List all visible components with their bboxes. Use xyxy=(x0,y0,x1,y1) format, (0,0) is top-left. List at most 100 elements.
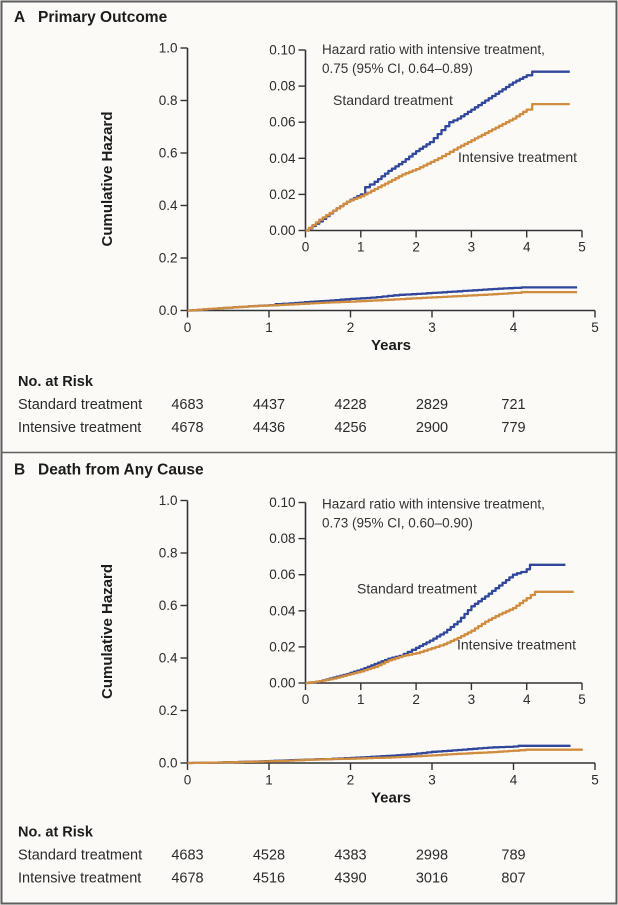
x-tick-label: 2 xyxy=(347,320,355,335)
y-tick-label: 0.06 xyxy=(269,115,295,130)
x-tick-label: 2 xyxy=(347,773,355,788)
risk-row-label: Standard treatment xyxy=(18,848,142,864)
y-tick-label: 0.00 xyxy=(269,676,295,691)
risk-value: 4390 xyxy=(334,871,366,887)
risk-table-header: No. at Risk xyxy=(18,374,94,390)
intensive-treatment-label: Intensive treatment xyxy=(458,149,577,165)
x-tick-label: 5 xyxy=(591,320,599,335)
x-tick-label: 2 xyxy=(412,240,420,255)
risk-table: No. at Risk Standard treatment 4683 4437… xyxy=(18,374,526,436)
x-tick-label: 0 xyxy=(184,320,192,335)
risk-value: 807 xyxy=(501,871,525,887)
x-axis-label: Years xyxy=(371,790,411,807)
risk-value: 721 xyxy=(501,397,525,413)
y-tick-label: 0.08 xyxy=(269,531,295,546)
y-tick-label: 0.02 xyxy=(269,639,295,654)
standard-treatment-label: Standard treatment xyxy=(333,92,453,108)
main-y-ticks: 1.0 0.8 0.6 0.4 0.2 0.0 xyxy=(159,493,188,771)
main-y-ticks: 1.0 0.8 0.6 0.4 0.2 0.0 xyxy=(159,41,188,318)
risk-row-label: Standard treatment xyxy=(18,397,142,413)
risk-value: 4228 xyxy=(334,397,366,413)
x-tick-label: 0 xyxy=(302,692,310,707)
y-tick-label: 0.08 xyxy=(269,79,295,94)
risk-value: 4683 xyxy=(171,848,203,864)
x-tick-label: 1 xyxy=(357,692,365,707)
y-tick-label: 0.04 xyxy=(269,603,296,618)
inset-curve-intensive-treatment xyxy=(305,102,570,232)
main-curve-intensive-treatment xyxy=(187,290,578,312)
risk-value: 4256 xyxy=(334,420,366,436)
y-tick-label: 0.8 xyxy=(159,546,178,561)
risk-value: 3016 xyxy=(416,871,448,887)
main-curve-standard-treatment xyxy=(187,744,571,765)
hazard-ratio-note-line1: Hazard ratio with intensive treatment, xyxy=(322,42,545,57)
inset-curve-intensive-treatment xyxy=(305,590,574,685)
inset-x-ticks: 0 1 2 3 4 5 xyxy=(302,683,586,707)
main-curves xyxy=(187,744,583,765)
y-tick-label: 1.0 xyxy=(159,41,178,56)
y-tick-label: 0.6 xyxy=(159,598,178,613)
risk-value: 4436 xyxy=(253,420,285,436)
x-tick-label: 3 xyxy=(428,773,436,788)
panel-b-label: B xyxy=(14,462,25,479)
hazard-ratio-note-line2: 0.75 (95% CI, 0.64–0.89) xyxy=(322,61,473,76)
y-tick-label: 0.0 xyxy=(159,303,178,318)
risk-value: 4683 xyxy=(171,397,203,413)
inset-curves xyxy=(305,563,574,685)
risk-value: 4383 xyxy=(334,848,366,864)
y-tick-label: 0.04 xyxy=(269,151,296,166)
x-tick-label: 0 xyxy=(302,240,310,255)
risk-value: 4437 xyxy=(253,397,285,413)
y-tick-label: 0.06 xyxy=(269,567,295,582)
risk-table: No. at Risk Standard treatment 4683 4528… xyxy=(18,825,526,887)
x-tick-label: 2 xyxy=(412,692,420,707)
y-tick-label: 0.00 xyxy=(269,223,295,238)
risk-value: 4678 xyxy=(171,420,203,436)
inset-y-ticks: 0.10 0.08 0.06 0.04 0.02 0.00 xyxy=(269,43,306,238)
panel-b: B Death from Any Cause Cumulative Hazard… xyxy=(14,462,599,887)
y-tick-label: 0.4 xyxy=(159,651,178,666)
x-tick-label: 1 xyxy=(265,320,273,335)
y-tick-label: 0.6 xyxy=(159,146,178,161)
main-axes xyxy=(186,500,595,764)
y-tick-label: 0.10 xyxy=(269,43,295,58)
x-tick-label: 1 xyxy=(265,773,273,788)
hazard-ratio-note-line1: Hazard ratio with intensive treatment, xyxy=(322,497,545,512)
risk-value: 4678 xyxy=(171,871,203,887)
y-tick-label: 1.0 xyxy=(159,493,178,508)
x-tick-label: 4 xyxy=(523,240,531,255)
main-curves xyxy=(187,286,578,312)
x-tick-label: 3 xyxy=(428,320,436,335)
y-tick-label: 0.4 xyxy=(159,198,178,213)
main-x-ticks: 0 1 2 3 4 5 xyxy=(184,763,599,788)
x-tick-label: 4 xyxy=(523,692,531,707)
risk-value: 2829 xyxy=(416,397,448,413)
risk-value: 4528 xyxy=(253,848,285,864)
risk-value: 2900 xyxy=(416,420,448,436)
standard-treatment-label: Standard treatment xyxy=(357,581,477,597)
x-tick-label: 3 xyxy=(468,240,476,255)
x-tick-label: 1 xyxy=(357,240,365,255)
x-tick-label: 5 xyxy=(591,773,599,788)
y-tick-label: 0.2 xyxy=(159,251,178,266)
main-curve-intensive-treatment xyxy=(187,748,583,765)
x-tick-label: 5 xyxy=(578,240,586,255)
risk-table-header: No. at Risk xyxy=(18,825,94,841)
inset-y-ticks: 0.10 0.08 0.06 0.04 0.02 0.00 xyxy=(269,495,306,691)
risk-value: 789 xyxy=(501,848,525,864)
x-tick-label: 3 xyxy=(468,692,476,707)
x-tick-label: 0 xyxy=(184,773,192,788)
x-tick-label: 5 xyxy=(578,692,586,707)
panel-a-label: A xyxy=(14,9,25,26)
risk-row-label: Intensive treatment xyxy=(18,871,141,887)
hazard-ratio-note-line2: 0.73 (95% CI, 0.60–0.90) xyxy=(322,516,473,531)
y-tick-label: 0.2 xyxy=(159,703,178,718)
risk-value: 4516 xyxy=(253,871,285,887)
y-axis-label: Cumulative Hazard xyxy=(99,111,116,246)
panel-a: A Primary Outcome Cumulative Hazard 1.0 0… xyxy=(14,9,599,436)
y-tick-label: 0.10 xyxy=(269,495,295,510)
intensive-treatment-label: Intensive treatment xyxy=(457,637,576,653)
x-tick-label: 4 xyxy=(510,320,518,335)
